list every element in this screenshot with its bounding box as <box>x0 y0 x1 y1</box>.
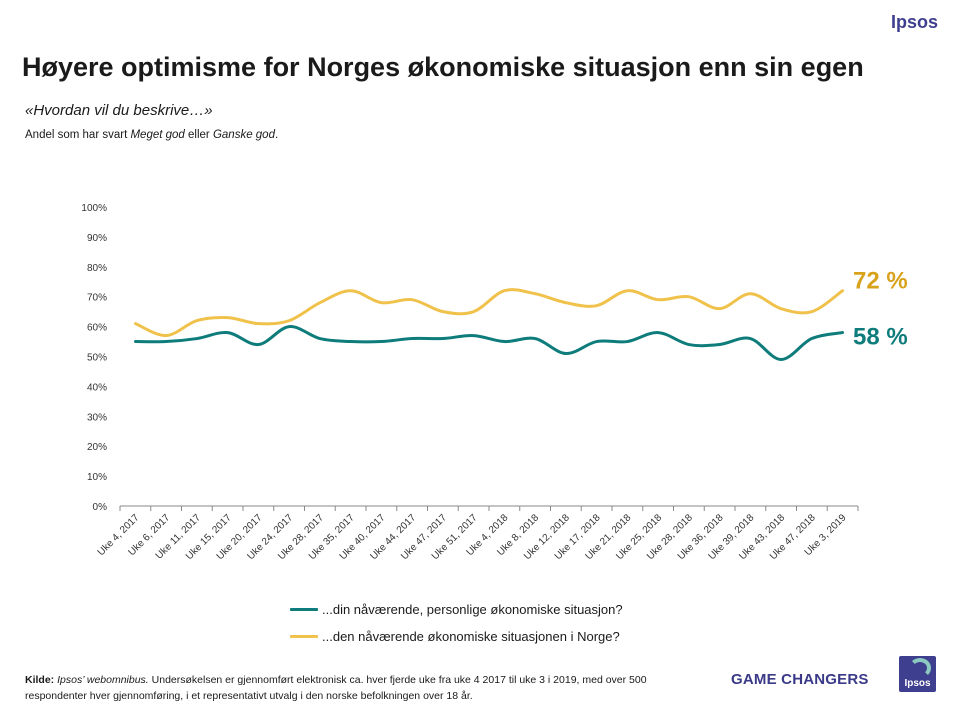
series-line-norway <box>134 288 844 338</box>
y-tick-label: 50% <box>87 353 107 364</box>
end-label-norway: 72 % <box>853 268 908 295</box>
note-suffix: . <box>274 129 279 141</box>
y-tick-label: 60% <box>87 323 107 334</box>
series-line-personal <box>134 325 844 361</box>
y-tick-label: 90% <box>87 233 107 244</box>
y-tick-label: 30% <box>87 412 107 423</box>
y-tick-label: 70% <box>87 293 107 304</box>
ipsos-logo: Ipsos <box>899 656 936 692</box>
legend-item-norway: ...den nåværende økonomiske situasjonen … <box>290 623 623 650</box>
legend-item-personal: ...din nåværende, personlige økonomiske … <box>290 596 623 623</box>
end-label-personal: 58 % <box>853 324 908 351</box>
y-tick-label: 80% <box>87 263 107 274</box>
ipsos-swoosh-icon <box>909 658 931 678</box>
y-tick-label: 40% <box>87 382 107 393</box>
source-label: Kilde: <box>25 674 55 686</box>
ipsos-logo-text: Ipsos <box>904 678 931 689</box>
source-name: Ipsos’ webomnibus. <box>57 674 149 686</box>
source-text: Undersøkelsen er gjennomført elektronisk… <box>25 674 647 702</box>
legend-swatch-norway <box>290 635 318 638</box>
y-tick-label: 20% <box>87 442 107 453</box>
y-tick-label: 10% <box>87 472 107 483</box>
legend-label-norway: ...den nåværende økonomiske situasjonen … <box>322 629 620 644</box>
legend-swatch-personal <box>290 608 318 611</box>
note-prefix: Andel som har svart <box>25 129 131 141</box>
note-em-1: Meget god <box>130 129 185 141</box>
ipsos-brand-label: Ipsos <box>890 12 938 32</box>
chart-legend: ...din nåværende, personlige økonomiske … <box>290 596 623 650</box>
source-footnote: Kilde: Ipsos’ webomnibus. Undersøkelsen … <box>25 672 705 704</box>
y-tick-label: 100% <box>81 203 107 214</box>
note-mid: eller <box>184 129 213 141</box>
page-title: Høyere optimisme for Norges økonomiske s… <box>22 52 864 82</box>
note-em-2: Ganske god <box>212 129 275 141</box>
legend-label-personal: ...din nåværende, personlige økonomiske … <box>322 602 623 617</box>
y-tick-label: 0% <box>93 502 108 513</box>
question-subtitle: «Hvordan vil du beskrive…» <box>25 102 213 119</box>
game-changers-slogan: GAME CHANGERS <box>731 671 869 688</box>
answer-note: Andel som har svart Meget god eller Gans… <box>25 129 278 141</box>
